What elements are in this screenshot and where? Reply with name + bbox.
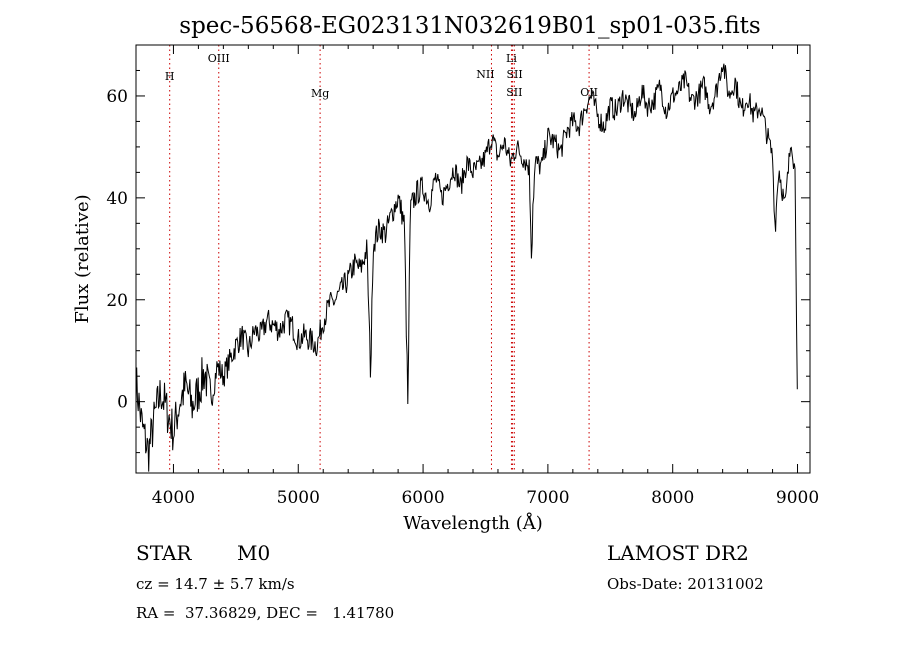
chart-title: spec-56568-EG023131N032619B01_sp01-035.f… xyxy=(179,13,760,39)
axis-ticks: 4000 5000 6000 7000 8000 9000 0 20 40 60 xyxy=(106,44,819,508)
line-label-sii: SII xyxy=(506,86,522,99)
redshift-info: cz = 14.7 ± 5.7 km/s xyxy=(136,575,295,593)
line-label-nii: NII xyxy=(476,68,494,81)
y-tick-label: 20 xyxy=(106,291,128,311)
spectral-line-labels: H OIII Mg NII Li SII SII OII xyxy=(165,52,598,100)
object-subclass: M0 xyxy=(237,541,271,565)
spectrum-chart: spec-56568-EG023131N032619B01_sp01-035.f… xyxy=(72,13,819,534)
line-label-li: Li xyxy=(506,52,517,65)
x-tick-label: 5000 xyxy=(277,488,320,508)
x-tick-label: 4000 xyxy=(152,488,195,508)
line-label-oiii: OIII xyxy=(208,52,230,65)
observation-date: Obs-Date: 20131002 xyxy=(607,575,764,593)
y-axis-label: Flux (relative) xyxy=(72,194,93,323)
y-tick-label: 0 xyxy=(117,393,128,413)
survey-name: LAMOST DR2 xyxy=(607,541,749,565)
x-tick-label: 9000 xyxy=(776,488,819,508)
x-axis-label: Wavelength (Å) xyxy=(403,512,543,534)
line-label-h: H xyxy=(165,70,175,83)
line-label-mg: Mg xyxy=(311,87,329,100)
spectral-line-markers xyxy=(169,45,590,473)
x-tick-label: 8000 xyxy=(651,488,694,508)
y-tick-label: 40 xyxy=(106,189,128,209)
object-class: STAR xyxy=(136,541,192,565)
coordinates-info: RA = 37.36829, DEC = 1.41780 xyxy=(136,604,395,622)
line-label-sii: SII xyxy=(506,68,522,81)
y-tick-label: 60 xyxy=(106,87,128,107)
x-tick-label: 6000 xyxy=(401,488,444,508)
x-tick-label: 7000 xyxy=(526,488,569,508)
line-label-oii: OII xyxy=(580,86,598,99)
spectrum-trace xyxy=(135,63,798,472)
spectrum-line xyxy=(135,63,798,472)
